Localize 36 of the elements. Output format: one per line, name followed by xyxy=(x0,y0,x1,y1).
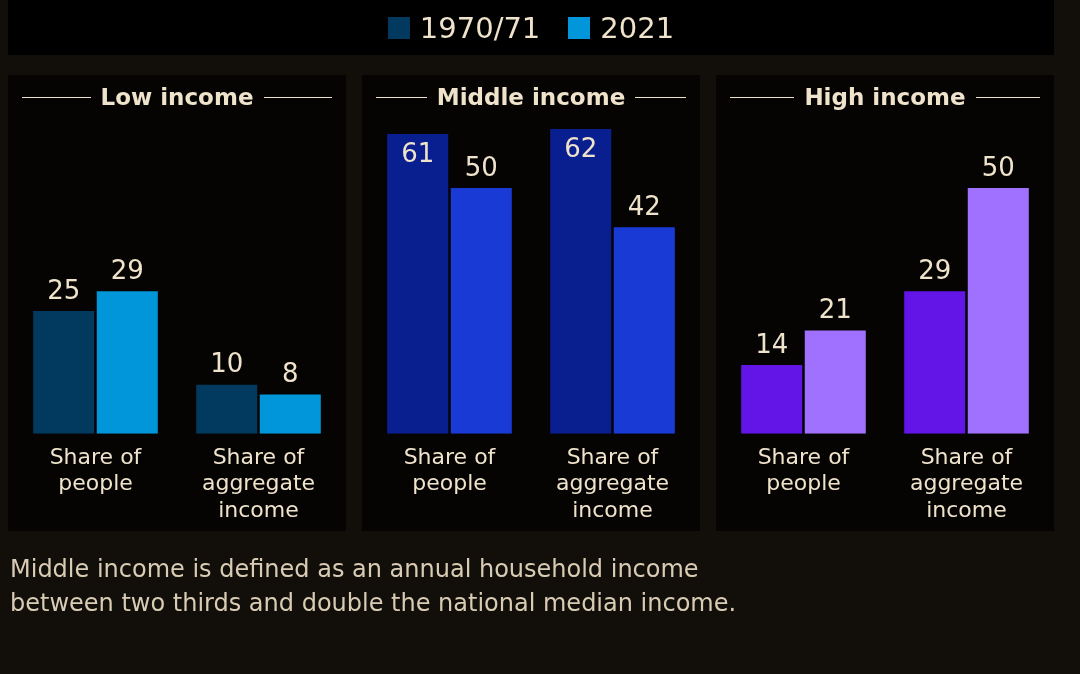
legend-label: 1970/71 xyxy=(419,10,541,45)
data-label: 14 xyxy=(755,328,789,359)
bar xyxy=(450,187,512,434)
text: Middle income is defined as an annual household income between two thirds and double the national median income. xyxy=(10,554,738,619)
data-label: 8 xyxy=(282,358,299,389)
chart-title: Low income xyxy=(99,84,255,110)
data-label: 42 xyxy=(627,191,661,222)
bar xyxy=(387,133,449,434)
legend-label: 2021 xyxy=(600,10,675,45)
bar xyxy=(550,129,612,434)
bar xyxy=(33,310,95,434)
data-label: 25 xyxy=(47,274,81,305)
data-label: 29 xyxy=(110,254,144,285)
bar xyxy=(741,364,803,434)
x-tick-label: Share of aggregate income xyxy=(555,443,670,522)
bar xyxy=(196,384,258,434)
data-label: 10 xyxy=(210,348,244,379)
bar xyxy=(804,330,866,434)
data-label: 21 xyxy=(818,294,852,325)
data-label: 62 xyxy=(564,132,598,163)
x-tick-label: Share of people xyxy=(49,443,143,496)
chart-title: Middle income xyxy=(435,84,627,110)
data-label: 50 xyxy=(464,151,498,182)
bar xyxy=(967,187,1029,434)
bar xyxy=(613,227,675,434)
x-tick-label: Share of aggregate income xyxy=(909,443,1024,522)
data-label: 29 xyxy=(918,254,952,285)
bar xyxy=(96,291,158,434)
x-tick-label: Share of people xyxy=(757,443,851,496)
x-tick-label: Share of aggregate income xyxy=(201,443,316,522)
chart-title: High income xyxy=(803,84,967,110)
bar xyxy=(904,291,966,434)
x-tick-label: Share of people xyxy=(403,443,497,496)
data-label: 50 xyxy=(981,151,1015,182)
data-label: 61 xyxy=(401,137,435,168)
bar xyxy=(259,394,321,434)
